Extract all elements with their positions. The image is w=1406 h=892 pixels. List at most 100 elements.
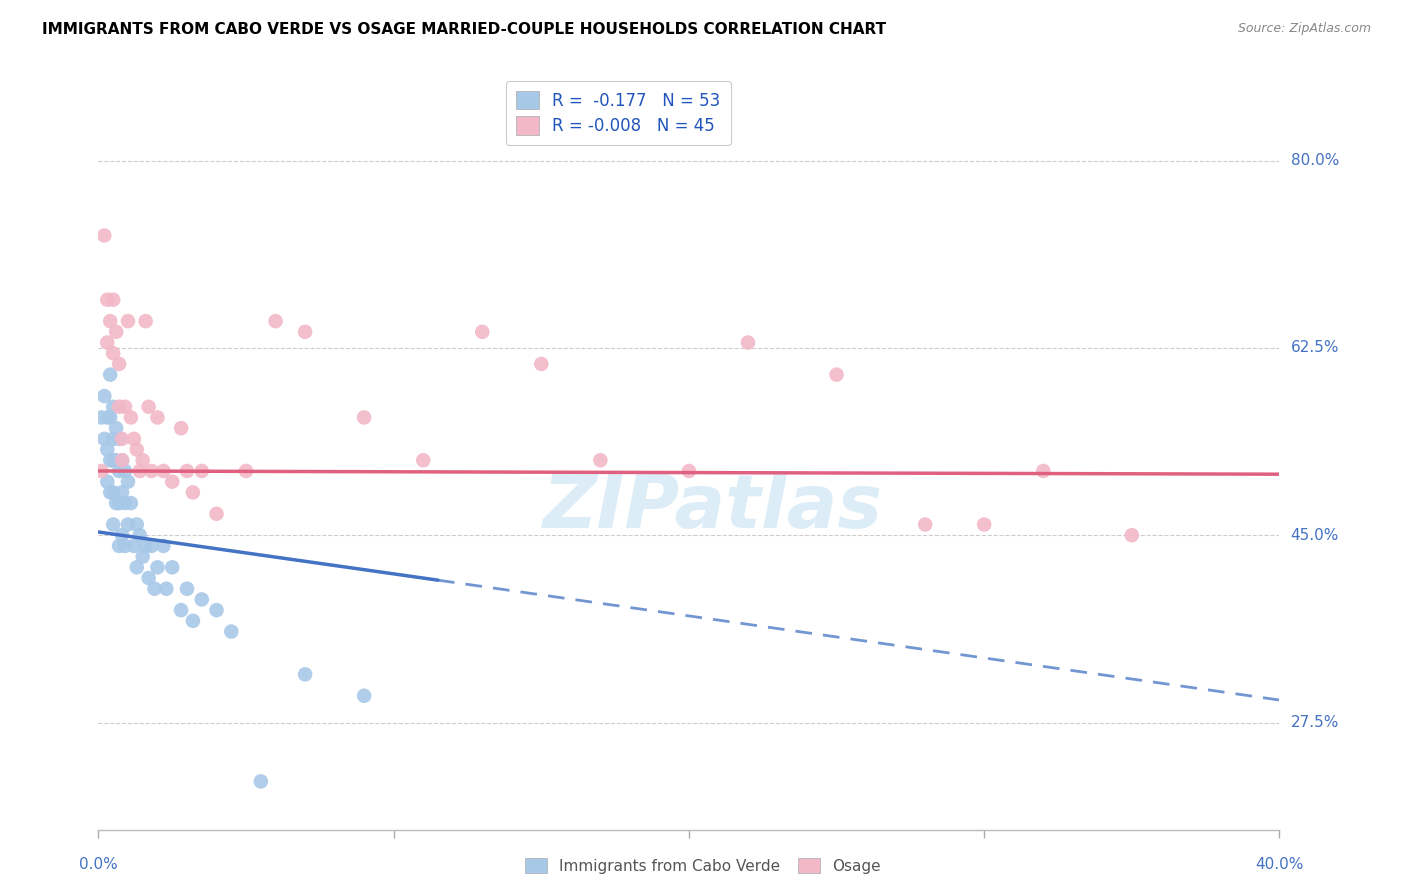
Point — [98, 410, 121, 425]
Text: 40.0%: 40.0% — [1256, 857, 1303, 872]
Point — [138, 571, 160, 585]
Point — [914, 517, 936, 532]
Point — [825, 368, 848, 382]
Point — [103, 432, 125, 446]
Point — [146, 560, 169, 574]
Point — [108, 464, 131, 478]
Point — [412, 453, 434, 467]
Point — [114, 539, 136, 553]
Point — [96, 335, 118, 350]
Point — [530, 357, 553, 371]
Point — [141, 464, 163, 478]
Point — [111, 453, 134, 467]
Point — [678, 464, 700, 478]
Point — [589, 453, 612, 467]
Point — [122, 432, 145, 446]
Point — [181, 614, 204, 628]
Point — [152, 539, 174, 553]
Point — [90, 410, 112, 425]
Text: 45.0%: 45.0% — [1291, 528, 1339, 542]
Point — [125, 517, 148, 532]
Point — [103, 346, 125, 360]
Point — [103, 485, 125, 500]
Point — [117, 517, 139, 532]
Point — [170, 603, 193, 617]
Legend: Immigrants from Cabo Verde, Osage: Immigrants from Cabo Verde, Osage — [519, 852, 887, 880]
Point — [294, 667, 316, 681]
Point — [96, 293, 118, 307]
Point — [471, 325, 494, 339]
Text: ZIPatlas: ZIPatlas — [543, 471, 883, 544]
Point — [122, 539, 145, 553]
Point — [108, 357, 131, 371]
Point — [162, 475, 183, 489]
Point — [128, 464, 150, 478]
Point — [132, 549, 155, 564]
Point — [125, 442, 148, 457]
Point — [111, 432, 134, 446]
Point — [135, 314, 157, 328]
Point — [162, 560, 183, 574]
Point — [108, 539, 131, 553]
Point — [125, 560, 148, 574]
Point — [155, 582, 177, 596]
Point — [103, 400, 125, 414]
Point — [111, 528, 134, 542]
Text: 0.0%: 0.0% — [79, 857, 118, 872]
Point — [146, 410, 169, 425]
Point — [108, 432, 131, 446]
Point — [96, 442, 118, 457]
Point — [105, 325, 128, 339]
Point — [114, 400, 136, 414]
Point — [117, 314, 139, 328]
Point — [103, 517, 125, 532]
Point — [128, 528, 150, 542]
Legend: R =  -0.177   N = 53, R = -0.008   N = 45: R = -0.177 N = 53, R = -0.008 N = 45 — [506, 81, 731, 145]
Point — [181, 485, 204, 500]
Point — [176, 582, 198, 596]
Text: 27.5%: 27.5% — [1291, 715, 1339, 730]
Point — [264, 314, 287, 328]
Point — [205, 603, 228, 617]
Point — [120, 410, 142, 425]
Point — [93, 389, 115, 403]
Text: 62.5%: 62.5% — [1291, 341, 1339, 355]
Point — [98, 485, 121, 500]
Point — [108, 496, 131, 510]
Point — [176, 464, 198, 478]
Point — [105, 421, 128, 435]
Point — [152, 464, 174, 478]
Point — [132, 453, 155, 467]
Point — [114, 464, 136, 478]
Point — [170, 421, 193, 435]
Text: IMMIGRANTS FROM CABO VERDE VS OSAGE MARRIED-COUPLE HOUSEHOLDS CORRELATION CHART: IMMIGRANTS FROM CABO VERDE VS OSAGE MARR… — [42, 22, 886, 37]
Point — [93, 228, 115, 243]
Point — [353, 689, 375, 703]
Point — [120, 496, 142, 510]
Point — [1121, 528, 1143, 542]
Point — [294, 325, 316, 339]
Point — [111, 485, 134, 500]
Point — [111, 453, 134, 467]
Point — [98, 368, 121, 382]
Point — [105, 496, 128, 510]
Point — [103, 293, 125, 307]
Point — [1032, 464, 1054, 478]
Point — [114, 496, 136, 510]
Point — [143, 582, 166, 596]
Point — [973, 517, 995, 532]
Point — [98, 314, 121, 328]
Point — [105, 453, 128, 467]
Point — [138, 400, 160, 414]
Text: Source: ZipAtlas.com: Source: ZipAtlas.com — [1237, 22, 1371, 36]
Point — [135, 539, 157, 553]
Point — [98, 453, 121, 467]
Point — [191, 592, 214, 607]
Point — [235, 464, 257, 478]
Point — [737, 335, 759, 350]
Point — [141, 539, 163, 553]
Point — [117, 475, 139, 489]
Point — [93, 432, 115, 446]
Point — [96, 410, 118, 425]
Point — [96, 475, 118, 489]
